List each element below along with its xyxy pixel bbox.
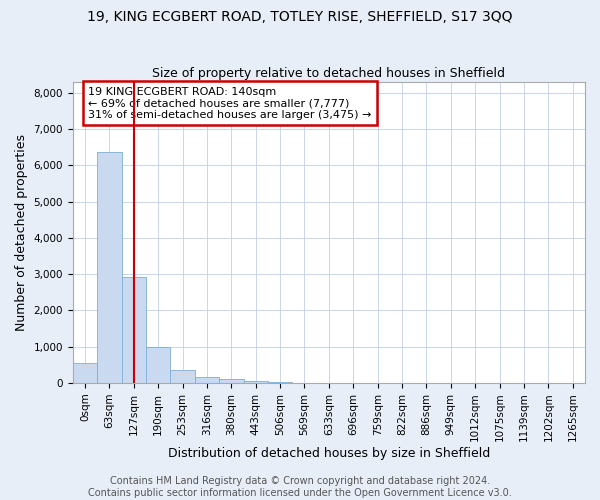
Bar (97, 152, 122, 383)
Bar (122, 276, 146, 383)
Bar (219, 379, 244, 383)
Text: 19, KING ECGBERT ROAD, TOTLEY RISE, SHEFFIELD, S17 3QQ: 19, KING ECGBERT ROAD, TOTLEY RISE, SHEF… (87, 10, 513, 24)
Title: Size of property relative to detached houses in Sheffield: Size of property relative to detached ho… (152, 66, 505, 80)
Bar (268, 382, 292, 383)
X-axis label: Distribution of detached houses by size in Sheffield: Distribution of detached houses by size … (168, 447, 490, 460)
Bar (146, 348, 170, 383)
Text: Contains HM Land Registry data © Crown copyright and database right 2024.
Contai: Contains HM Land Registry data © Crown c… (88, 476, 512, 498)
Y-axis label: Number of detached properties: Number of detached properties (15, 134, 28, 331)
Bar (170, 370, 195, 383)
Text: 19 KING ECGBERT ROAD: 140sqm
← 69% of detached houses are smaller (7,777)
31% of: 19 KING ECGBERT ROAD: 140sqm ← 69% of de… (88, 86, 371, 120)
Bar (195, 376, 219, 383)
Bar (73, 362, 97, 383)
Bar (244, 381, 268, 383)
